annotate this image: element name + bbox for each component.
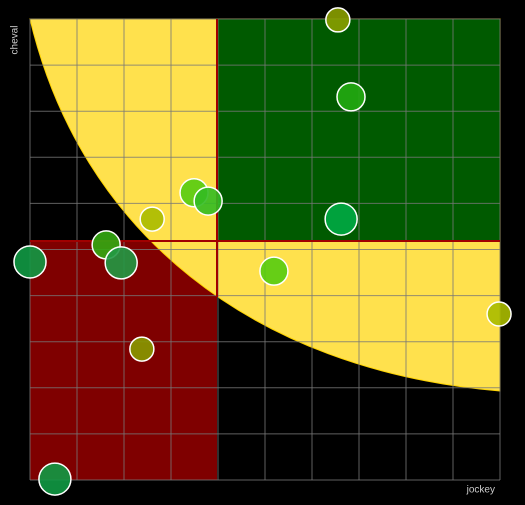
- point: [325, 7, 351, 33]
- x-axis-label: jockey: [466, 485, 495, 496]
- point: [13, 245, 47, 279]
- point: [259, 256, 289, 286]
- point: [336, 82, 366, 112]
- point: [324, 202, 358, 236]
- point: [104, 246, 138, 280]
- point: [486, 301, 512, 327]
- point: [193, 186, 223, 216]
- point: [38, 462, 72, 496]
- y-axis-label: cheval: [10, 26, 21, 55]
- point: [129, 336, 155, 362]
- point: [139, 206, 165, 232]
- points: [13, 7, 512, 496]
